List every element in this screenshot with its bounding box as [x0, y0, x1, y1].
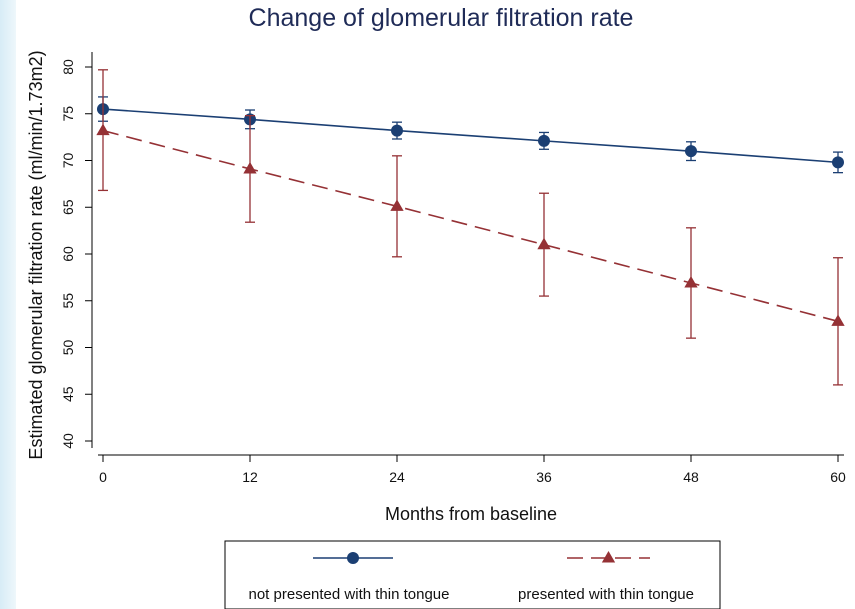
- legend-label-1: not presented with thin tongue: [249, 586, 450, 603]
- y-axis-ticks: 40 45 50 55 60 65 70 75 80: [60, 59, 92, 449]
- data-point-2-0: [96, 123, 110, 136]
- data-point-2-1: [243, 161, 257, 174]
- data-point-1-4: [685, 145, 697, 158]
- y-tick-label-50: 50: [60, 340, 76, 356]
- series-line-2: [102, 129, 839, 323]
- y-tick-label-45: 45: [60, 386, 76, 402]
- x-tick-label-12: 12: [242, 469, 258, 485]
- data-point-2-5: [831, 314, 845, 326]
- series-1: [97, 96, 844, 174]
- data-point-2-3: [537, 237, 551, 250]
- legend-label-2: presented with thin tongue: [518, 586, 694, 603]
- y-tick-label-75: 75: [60, 106, 76, 122]
- data-point-1-5: [832, 156, 844, 169]
- y-tick-label-60: 60: [60, 246, 76, 262]
- x-tick-label-0: 0: [99, 469, 107, 485]
- y-tick-label-55: 55: [60, 293, 76, 309]
- series-line-1: [102, 108, 839, 164]
- page-background-strip: [0, 0, 16, 609]
- series-2: [96, 69, 845, 386]
- x-tick-label-36: 36: [536, 469, 552, 485]
- y-tick-label-65: 65: [60, 199, 76, 215]
- legend-items: not presented with thin tongue presented …: [249, 551, 694, 603]
- plot-series: [96, 69, 845, 386]
- legend-marker-2: [601, 551, 616, 563]
- x-tick-label-24: 24: [389, 469, 405, 485]
- y-tick-label-40: 40: [60, 433, 76, 449]
- data-point-2-2: [390, 199, 404, 211]
- legend-box: [224, 540, 721, 609]
- chart-title: Change of glomerular filtration rate: [249, 4, 634, 32]
- data-point-1-3: [538, 134, 550, 147]
- legend-marker-1: [347, 552, 359, 564]
- data-point-2-4: [684, 275, 698, 288]
- y-tick-label-80: 80: [60, 59, 76, 75]
- legend: not presented with thin tongue presented …: [224, 540, 721, 609]
- y-axis-label: Estimated glomerular filtration rate (ml…: [26, 50, 46, 459]
- y-tick-label-70: 70: [60, 153, 76, 169]
- data-point-1-2: [391, 124, 403, 137]
- x-tick-label-48: 48: [683, 469, 699, 485]
- x-axis-label: Months from baseline: [385, 504, 557, 524]
- x-axis-ticks: 0 12 24 36 48 60: [99, 455, 846, 485]
- x-tick-label-60: 60: [830, 469, 846, 485]
